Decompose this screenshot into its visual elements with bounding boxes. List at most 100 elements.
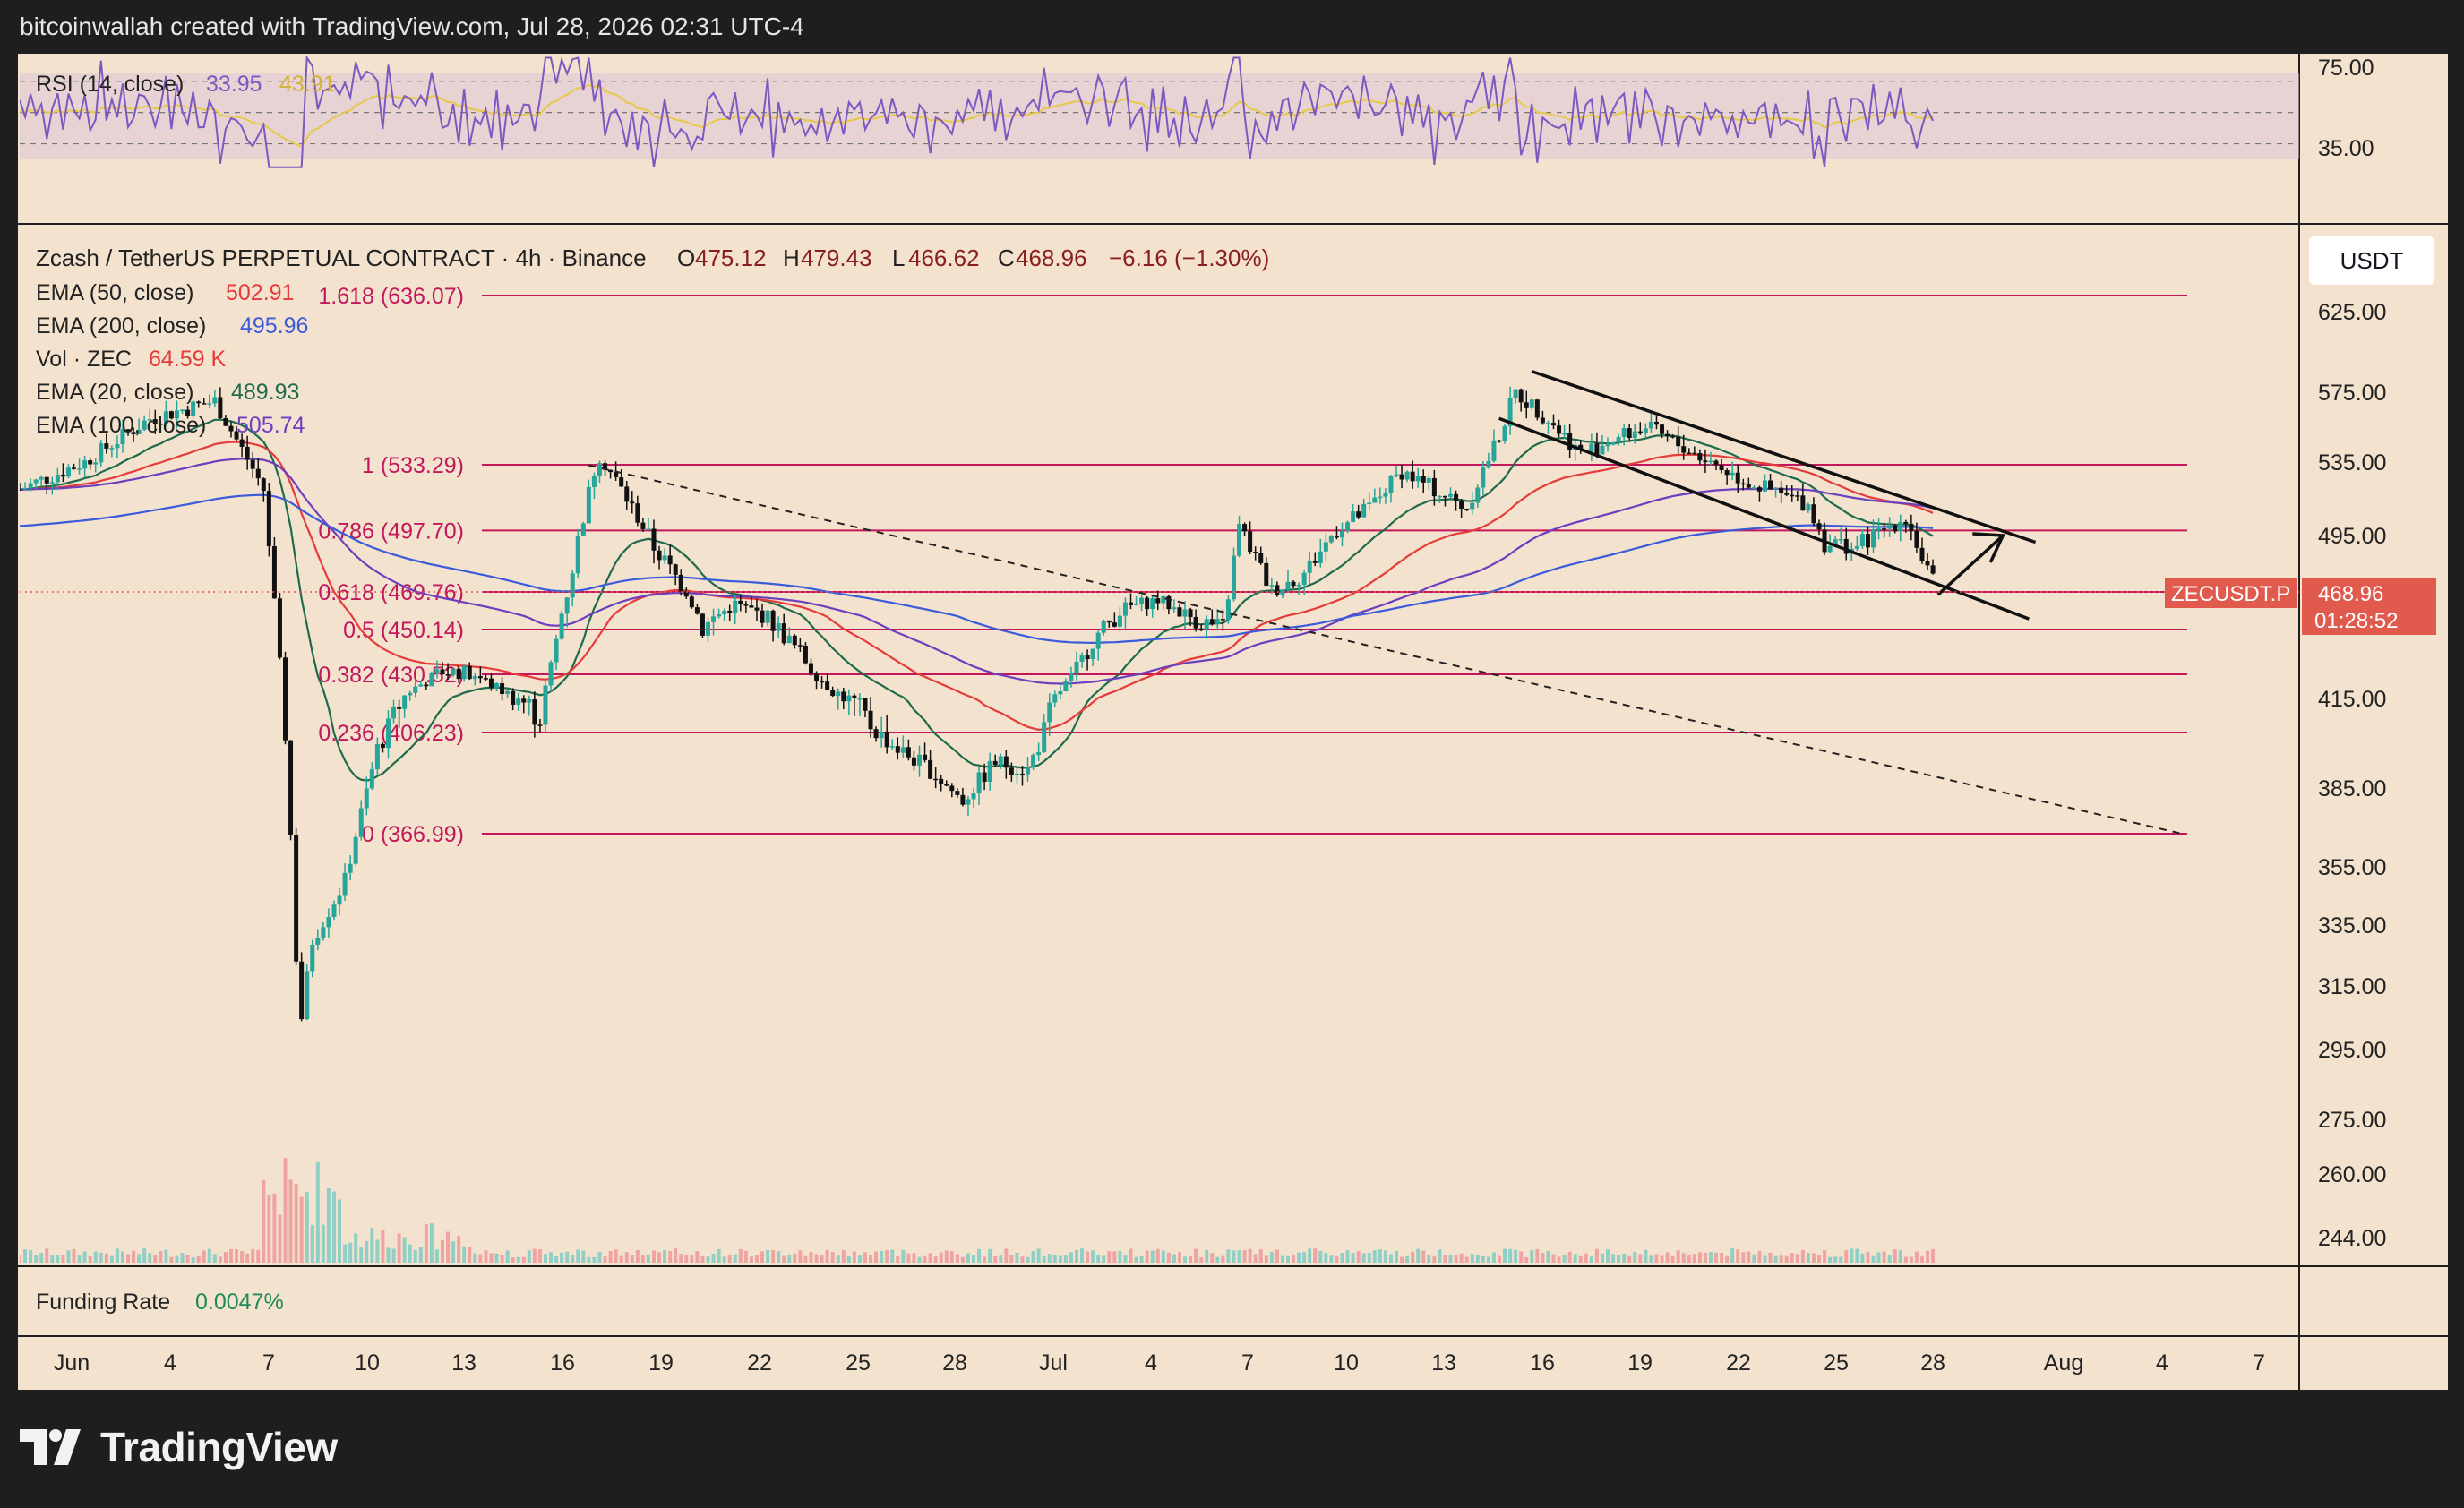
candle-body: [358, 808, 364, 837]
volume-bar: [1464, 1256, 1469, 1263]
candle-body: [1854, 546, 1859, 549]
time-tick-label: 28: [1920, 1350, 1945, 1375]
candle-body: [271, 545, 277, 599]
time-tick-label: 4: [2156, 1350, 2168, 1375]
volume-bar: [462, 1246, 467, 1263]
candle-body: [1404, 471, 1410, 480]
candle-body: [424, 684, 429, 687]
candle-body: [532, 699, 537, 725]
volume-bar: [1638, 1254, 1643, 1263]
price-axis[interactable]: 625.00575.00535.00495.00455.00415.00385.…: [2318, 300, 2386, 1251]
candle-body: [261, 478, 266, 492]
volume-bar: [1535, 1248, 1540, 1263]
volume-bar: [1036, 1248, 1041, 1263]
volume-bar: [999, 1255, 1003, 1263]
candle-body: [706, 621, 711, 636]
price-tick-label: 385.00: [2318, 776, 2386, 801]
volume-bar: [1551, 1254, 1556, 1263]
time-tick-label: 16: [550, 1350, 575, 1375]
candle-body: [906, 747, 911, 758]
candle-body: [1415, 476, 1421, 482]
volume-bar: [1378, 1249, 1382, 1263]
candle-body: [1540, 417, 1545, 424]
candle-body: [1264, 562, 1269, 587]
candle-body: [82, 460, 88, 469]
candle-body: [830, 690, 836, 697]
time-axis[interactable]: Jun 4 7 10 13 16 19 22 25 28 Jul 4 7 10 13 16 19 22 25 28 Au…: [54, 1350, 2265, 1375]
rsi-line: [20, 56, 1935, 168]
candle-body: [1898, 521, 1903, 532]
volume-bar: [381, 1230, 385, 1263]
volume-bar: [587, 1256, 591, 1263]
price-tag-value: 468.96: [2318, 582, 2383, 606]
volume-bar: [1752, 1254, 1756, 1263]
volume-bar: [1503, 1248, 1507, 1263]
volume-bar: [1557, 1256, 1561, 1263]
price-tick-label: 625.00: [2318, 300, 2386, 325]
volume-bar: [397, 1233, 401, 1263]
candle-body: [917, 754, 923, 766]
price-tick-label: 335.00: [2318, 913, 2386, 938]
candle-body: [1534, 399, 1540, 418]
candle-body: [1871, 528, 1876, 548]
volume-bar: [771, 1249, 776, 1263]
volume-bar: [1909, 1256, 1913, 1263]
candle-body: [477, 676, 483, 679]
currency-button[interactable]: USDT: [2309, 236, 2434, 285]
volume-bar: [869, 1255, 873, 1263]
candle-body: [234, 431, 239, 440]
volume-bar: [1670, 1255, 1675, 1263]
volume-bar: [354, 1233, 358, 1263]
volume-bar: [218, 1256, 222, 1263]
candle-body: [711, 616, 717, 622]
candle-body: [852, 695, 857, 698]
volume-bar: [109, 1255, 114, 1263]
volume-bar: [1285, 1255, 1290, 1263]
candle-body: [1589, 443, 1594, 452]
volume-bar: [814, 1254, 819, 1263]
volume-bar: [164, 1249, 168, 1263]
volume-bar: [1697, 1252, 1702, 1263]
volume-bar: [1486, 1256, 1490, 1263]
candle-body: [299, 961, 305, 1020]
candle-body: [982, 772, 987, 782]
volume-bar: [451, 1241, 456, 1263]
fib-label: 0.382 (430.52): [318, 663, 464, 688]
volume-bar: [1020, 1256, 1025, 1263]
volume-bar: [1248, 1248, 1252, 1263]
volume-bar: [468, 1247, 472, 1263]
candle-body: [511, 690, 516, 705]
candle-body: [385, 718, 391, 749]
volume-bar: [137, 1254, 142, 1263]
time-tick-label: 25: [846, 1350, 871, 1375]
candle-body: [1003, 756, 1009, 768]
candle-body: [364, 788, 369, 809]
funding-value: 0.0047%: [195, 1290, 284, 1315]
volume-bar: [543, 1254, 547, 1263]
candle-body: [586, 486, 591, 524]
indicator-ema100-label: EMA (100, close): [36, 413, 206, 438]
candle-body: [142, 420, 147, 430]
candle-body: [1909, 523, 1914, 531]
volume-bar: [960, 1256, 965, 1263]
candle-body: [1627, 428, 1632, 439]
fib-label: 0.786 (497.70): [318, 518, 464, 544]
candle-body: [1291, 581, 1296, 587]
volume-bar: [571, 1255, 575, 1263]
candle-body: [305, 971, 310, 1020]
volume-bars: [20, 1158, 1936, 1263]
price-tick-label: 315.00: [2318, 974, 2386, 999]
volume-bar: [597, 1251, 602, 1263]
volume-bar: [1459, 1253, 1464, 1263]
volume-bar: [1205, 1249, 1209, 1263]
candle-body: [657, 550, 662, 561]
candle-body: [202, 403, 207, 405]
candle-body: [1811, 504, 1816, 524]
candle-body: [1383, 493, 1388, 497]
candle-body: [1459, 500, 1464, 509]
volume-bar: [944, 1250, 949, 1263]
ohlc-high-label: H: [783, 244, 800, 271]
volume-bar: [386, 1247, 391, 1263]
volume-bar: [331, 1191, 336, 1263]
